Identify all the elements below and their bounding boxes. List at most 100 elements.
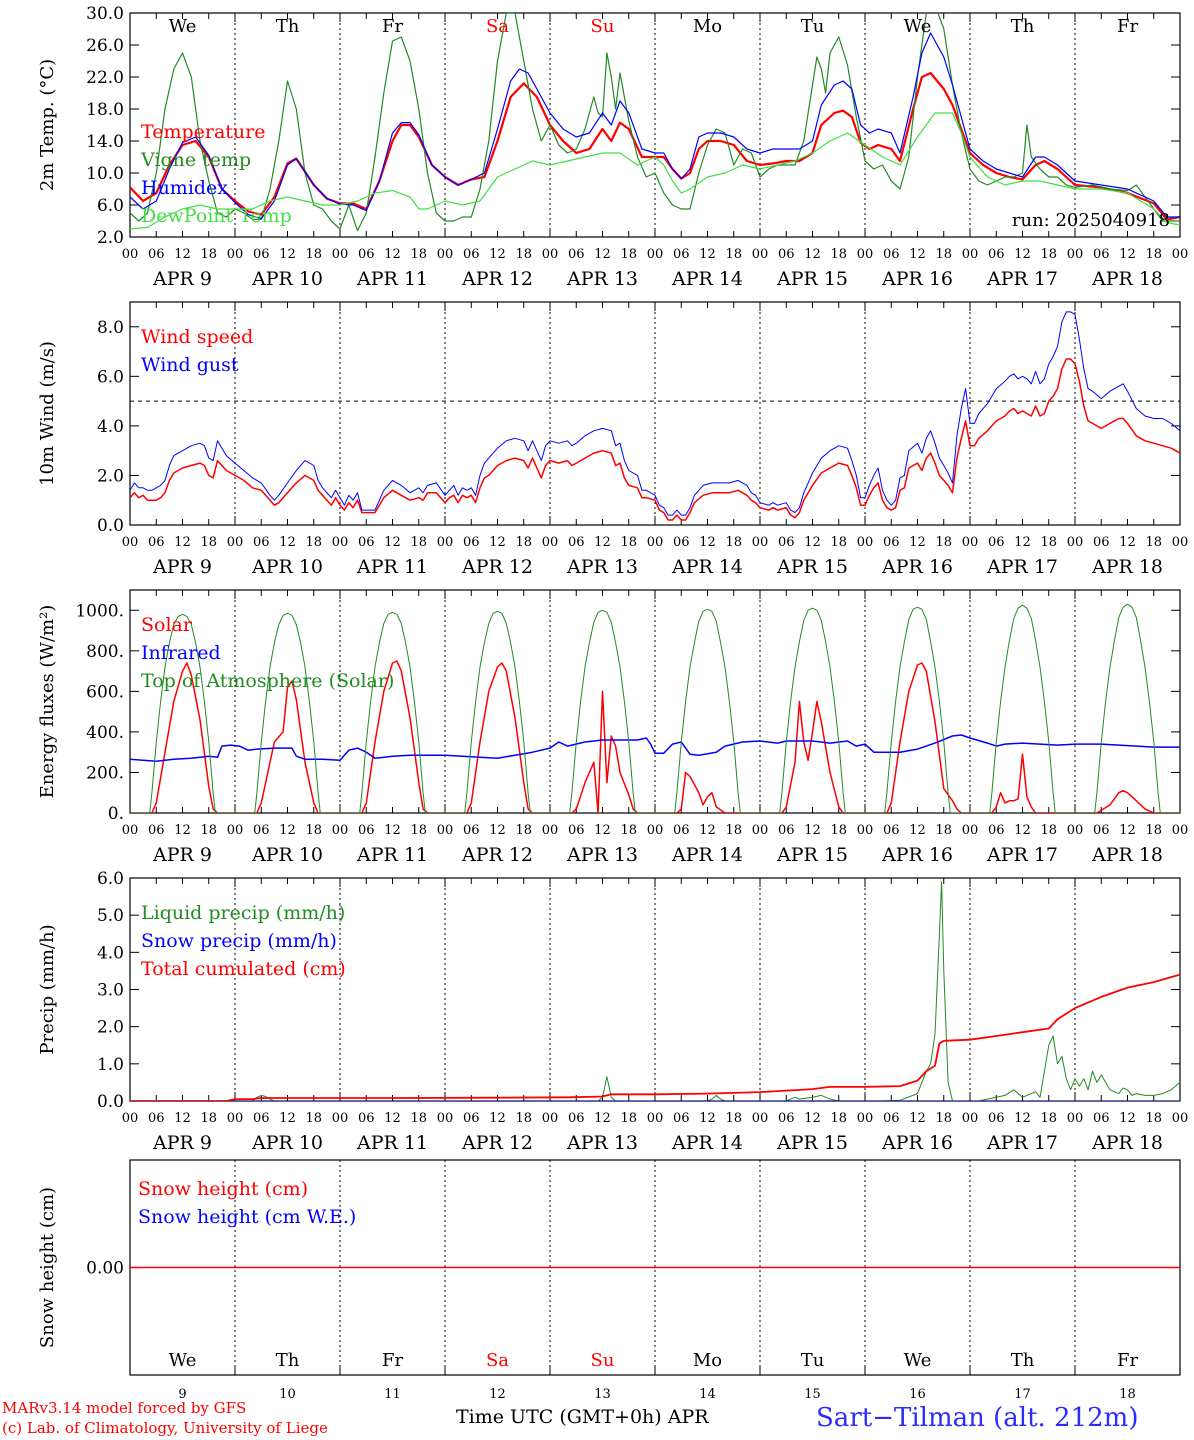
- weekday-label: We: [169, 1350, 197, 1371]
- hour-label: 00: [647, 247, 664, 262]
- date-label: APR 9: [152, 844, 212, 866]
- y-axis-label: Precip (mm/h): [37, 924, 58, 1054]
- day-number-label: 11: [384, 1387, 401, 1402]
- hour-label: 00: [1172, 247, 1189, 262]
- hour-label: 18: [1145, 535, 1162, 550]
- date-label: APR 17: [986, 844, 1058, 866]
- y-tick-label: 6.0: [97, 869, 124, 889]
- hour-label: 06: [883, 247, 900, 262]
- legend-entry: Snow height (cm): [138, 1178, 308, 1200]
- hour-label: 18: [305, 535, 322, 550]
- hour-label: 00: [332, 247, 349, 262]
- hour-label: 18: [620, 823, 637, 838]
- y-tick-label: 1.0: [97, 1055, 124, 1075]
- hour-label: 06: [883, 823, 900, 838]
- hour-label: 00: [1067, 1111, 1084, 1126]
- y-tick-label: 18.0: [86, 100, 124, 120]
- weekday-label: Fr: [382, 16, 403, 37]
- legend-entry: Snow precip (mm/h): [141, 930, 337, 952]
- hour-label: 00: [1067, 823, 1084, 838]
- y-tick-label: 6.0: [97, 367, 124, 387]
- weekday-label: Th: [1011, 1350, 1035, 1371]
- date-label: APR 15: [776, 1132, 848, 1154]
- weekday-label: We: [904, 1350, 932, 1371]
- hour-label: 12: [489, 823, 506, 838]
- hour-label: 00: [1067, 535, 1084, 550]
- y-tick-label: 22.0: [86, 68, 124, 88]
- hour-label: 06: [463, 247, 480, 262]
- legend-entry: Solar: [141, 614, 193, 636]
- date-label: APR 10: [251, 1132, 323, 1154]
- hour-label: 06: [673, 1111, 690, 1126]
- y-tick-label: 10.0: [86, 164, 124, 184]
- hour-label: 18: [935, 823, 952, 838]
- date-label: APR 18: [1091, 556, 1163, 578]
- hour-label: 18: [830, 247, 847, 262]
- date-label: APR 16: [881, 1132, 953, 1154]
- hour-label: 06: [778, 247, 795, 262]
- hour-label: 06: [253, 247, 270, 262]
- hour-label: 18: [935, 535, 952, 550]
- date-label: APR 11: [356, 556, 428, 578]
- date-label: APR 17: [986, 268, 1058, 290]
- legend-entry: DewPoint Temp: [141, 205, 292, 227]
- weekday-label: Th: [276, 16, 300, 37]
- legend-entry: Temperature: [141, 121, 265, 143]
- hour-label: 06: [568, 1111, 585, 1126]
- weekday-label: Fr: [382, 1350, 403, 1371]
- hour-label: 18: [410, 823, 427, 838]
- day-number-label: 17: [1014, 1387, 1031, 1402]
- hour-label: 00: [1172, 1111, 1189, 1126]
- hour-label: 06: [1093, 535, 1110, 550]
- date-label: APR 13: [566, 268, 638, 290]
- hour-label: 12: [384, 823, 401, 838]
- hour-label: 06: [778, 1111, 795, 1126]
- y-tick-label: 600.: [86, 682, 124, 702]
- hour-label: 00: [752, 535, 769, 550]
- y-axis-label: Snow height (cm): [37, 1187, 58, 1348]
- date-label: APR 18: [1091, 268, 1163, 290]
- hour-label: 18: [200, 1111, 217, 1126]
- hour-label: 18: [935, 1111, 952, 1126]
- hour-label: 00: [542, 823, 559, 838]
- y-tick-label: 0.00: [86, 1259, 124, 1279]
- hour-label: 12: [489, 247, 506, 262]
- hour-label: 00: [962, 247, 979, 262]
- weekday-label: Tu: [801, 16, 825, 37]
- legend-entry: Top of Atmosphere (Solar): [141, 670, 394, 692]
- hour-label: 00: [857, 1111, 874, 1126]
- hour-label: 18: [1040, 535, 1057, 550]
- weekday-label: We: [904, 16, 932, 37]
- hour-label: 12: [279, 535, 296, 550]
- day-number-label: 15: [804, 1387, 821, 1402]
- hour-label: 12: [909, 535, 926, 550]
- date-label: APR 16: [881, 844, 953, 866]
- hour-label: 18: [830, 535, 847, 550]
- hour-label: 00: [542, 247, 559, 262]
- hour-label: 12: [804, 247, 821, 262]
- hour-label: 00: [227, 535, 244, 550]
- hour-label: 00: [227, 1111, 244, 1126]
- weekday-label: Su: [591, 1350, 615, 1371]
- date-label: APR 12: [461, 844, 533, 866]
- hour-label: 18: [305, 823, 322, 838]
- hour-label: 06: [148, 535, 165, 550]
- hour-label: 12: [594, 535, 611, 550]
- date-label: APR 16: [881, 268, 953, 290]
- hour-label: 06: [778, 535, 795, 550]
- hour-label: 06: [358, 1111, 375, 1126]
- y-tick-label: 4.0: [97, 417, 124, 437]
- hour-label: 12: [699, 1111, 716, 1126]
- hour-label: 06: [148, 1111, 165, 1126]
- hour-label: 12: [594, 1111, 611, 1126]
- hour-label: 06: [988, 535, 1005, 550]
- hour-label: 18: [305, 247, 322, 262]
- hour-label: 06: [1093, 247, 1110, 262]
- hour-label: 06: [883, 1111, 900, 1126]
- hour-label: 12: [1014, 823, 1031, 838]
- hour-label: 12: [174, 1111, 191, 1126]
- y-tick-label: 800.: [86, 642, 124, 662]
- hour-label: 00: [1067, 247, 1084, 262]
- date-label: APR 10: [251, 268, 323, 290]
